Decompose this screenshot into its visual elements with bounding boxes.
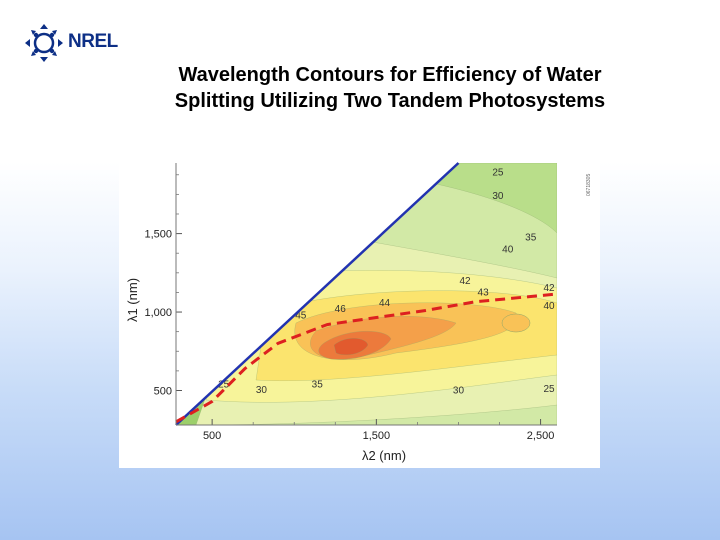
x-tick-label: 1,500	[363, 430, 391, 442]
contour-labels: 25 30 35 40 42 42 43 40 44 46 45 35 30 25 25 30	[218, 168, 555, 397]
contour-band	[333, 338, 369, 356]
y-axis-label: λ1 (nm)	[125, 278, 140, 322]
x-tick-label: 2,500	[527, 430, 555, 442]
x-axis-label: λ2 (nm)	[362, 448, 406, 463]
contour-chart: 500 1,500 2,500 500 1,000 1,500 25 30 35 40 42 42 4…	[125, 162, 558, 463]
contour-label: 42	[459, 276, 471, 287]
contour-label: 42	[543, 283, 555, 294]
contour-label: 30	[492, 191, 504, 202]
nrel-logo	[25, 24, 63, 62]
contour-label: 40	[502, 244, 514, 255]
logo-mark-icon	[25, 24, 63, 62]
y-tick-label: 1,000	[144, 307, 172, 319]
contour-label: 30	[453, 386, 465, 397]
axis-ticks: 500 1,500 2,500 500 1,000 1,500	[144, 174, 555, 442]
overlay-lines	[175, 162, 558, 426]
y-tick-label: 500	[154, 385, 172, 397]
contour-label: 45	[295, 310, 307, 321]
chart-panel: 500 1,500 2,500 500 1,000 1,500 25 30 35 40 42 42 4…	[119, 160, 600, 468]
contour-label: 25	[218, 379, 230, 390]
y-tick-label: 1,500	[144, 229, 172, 241]
diagonal-line	[175, 162, 460, 426]
contour-label: 30	[256, 385, 268, 396]
page-title: Wavelength Contours for Efficiency of Wa…	[90, 62, 690, 114]
contour-label: 40	[543, 301, 555, 312]
contour-label: 43	[478, 288, 490, 299]
contour-label: 46	[335, 304, 347, 315]
logo-wordmark: NREL	[68, 31, 118, 52]
contour-label: 25	[492, 168, 504, 179]
x-tick-label: 500	[203, 430, 221, 442]
figure-id: 06718305	[586, 173, 592, 196]
contour-band	[501, 313, 531, 333]
optimal-curve	[175, 292, 558, 424]
contour-label: 35	[312, 379, 324, 390]
contour-fills	[176, 163, 557, 425]
page-title-line-2: Splitting Utilizing Two Tandem Photosyst…	[174, 90, 606, 112]
contour-label: 25	[543, 384, 555, 395]
contour-label: 44	[379, 298, 391, 309]
page-title-line-1: Wavelength Contours for Efficiency of Wa…	[178, 64, 602, 86]
contour-label: 35	[525, 233, 537, 244]
